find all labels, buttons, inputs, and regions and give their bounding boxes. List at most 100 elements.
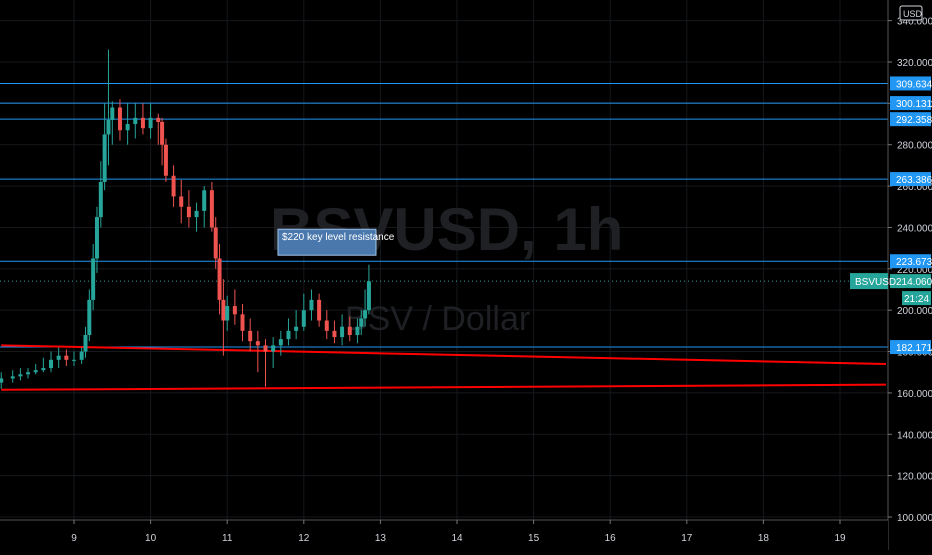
level-price-tag <box>890 172 931 187</box>
candle-body <box>64 355 69 360</box>
x-tick-label: 12 <box>298 533 310 544</box>
candle-body <box>102 134 107 182</box>
candle-body <box>106 119 111 135</box>
y-tick-label: 100.000 <box>897 513 932 524</box>
currency-badge-label: USD <box>903 9 923 19</box>
trendline[interactable] <box>1 383 886 391</box>
trendline[interactable] <box>1 344 886 365</box>
candle-body <box>10 376 15 379</box>
candle-body <box>340 326 345 338</box>
candle-body <box>26 372 31 375</box>
candle-body <box>56 355 61 360</box>
pair-watermark: BSV / Dollar <box>345 300 530 338</box>
time-axis[interactable] <box>0 520 888 550</box>
current-price-value: 214.060 <box>896 277 932 288</box>
candle-body <box>217 258 222 300</box>
candle-body <box>248 330 253 342</box>
candle-body <box>309 299 314 311</box>
level-price-label: 292.358 <box>896 115 932 126</box>
annotation-box[interactable] <box>277 228 377 256</box>
level-price-tag <box>890 254 931 269</box>
x-tick-label: 16 <box>605 533 617 544</box>
candle-body <box>317 299 322 321</box>
level-price-label: 182.171 <box>896 343 932 354</box>
candle-body <box>148 117 153 129</box>
x-tick-label: 19 <box>834 533 846 544</box>
current-price-tag <box>890 274 931 289</box>
level-price-label: 300.131 <box>896 99 932 110</box>
candle-body <box>255 341 260 346</box>
candle-body <box>140 117 145 129</box>
candle-body <box>186 206 191 218</box>
level-price-tag <box>890 112 931 127</box>
annotation-text: $220 key level resistance <box>282 232 395 243</box>
candle-body <box>87 299 92 335</box>
candle-body <box>286 330 291 340</box>
candle-body <box>332 330 337 338</box>
candle-body <box>232 306 237 315</box>
level-price-label: 309.634 <box>896 79 932 90</box>
x-tick-label: 14 <box>451 533 463 544</box>
x-tick-label: 13 <box>375 533 387 544</box>
level-price-tag <box>890 340 931 355</box>
candle-body <box>110 107 115 120</box>
candle-body <box>49 359 54 369</box>
candle-body <box>83 335 88 352</box>
x-tick-label: 15 <box>528 533 540 544</box>
y-tick-label: 120.000 <box>897 472 932 483</box>
x-tick-label: 9 <box>71 533 77 544</box>
candle-body <box>160 121 165 145</box>
candle-body <box>221 299 226 321</box>
candle-body <box>363 310 368 319</box>
candle-body <box>324 320 329 331</box>
candle-body <box>163 144 168 176</box>
candle-body <box>213 227 218 259</box>
y-tick-label: 260.000 <box>897 182 932 193</box>
candle-body <box>79 351 84 360</box>
y-tick-label: 340.000 <box>897 17 932 28</box>
x-tick-label: 10 <box>145 533 157 544</box>
x-tick-label: 11 <box>222 533 233 544</box>
candle-body <box>94 217 99 259</box>
candle-body <box>194 210 199 218</box>
countdown-tag <box>902 291 931 306</box>
level-price-label: 263.386 <box>896 175 932 186</box>
level-price-label: 223.673 <box>896 257 932 268</box>
candle-body <box>125 124 130 131</box>
y-tick-label: 200.000 <box>897 306 932 317</box>
y-tick-label: 220.000 <box>897 265 932 276</box>
level-price-tag <box>890 76 931 91</box>
y-tick-label: 160.000 <box>897 389 932 400</box>
candle-body <box>366 281 371 311</box>
candle-body <box>117 107 122 131</box>
candle-body <box>347 326 352 335</box>
symbol-price-badge <box>850 273 888 290</box>
candle-body <box>171 175 176 197</box>
candle-body <box>278 339 283 346</box>
currency-badge[interactable] <box>899 5 923 21</box>
candle-body <box>225 306 230 321</box>
candle-body <box>271 345 276 352</box>
candle-body <box>359 318 364 327</box>
candle-body <box>240 314 245 331</box>
candle-body <box>98 181 103 218</box>
candle-body <box>355 326 360 335</box>
x-tick-label: 17 <box>681 533 693 544</box>
candle-body <box>301 310 306 327</box>
y-tick-label: 320.000 <box>897 58 932 69</box>
x-tick-label: 18 <box>758 533 770 544</box>
candle-body <box>91 258 96 300</box>
candle-body <box>263 345 268 352</box>
candle-body <box>156 117 161 122</box>
candle-body <box>179 196 184 207</box>
candle-body <box>294 326 299 331</box>
candle-body <box>209 190 214 228</box>
candle-body <box>202 190 207 211</box>
countdown-text: 21:24 <box>904 294 929 305</box>
y-tick-label: 140.000 <box>897 430 932 441</box>
y-tick-label: 280.000 <box>897 141 932 152</box>
candle-body <box>18 374 23 377</box>
y-tick-label: 240.000 <box>897 223 932 234</box>
